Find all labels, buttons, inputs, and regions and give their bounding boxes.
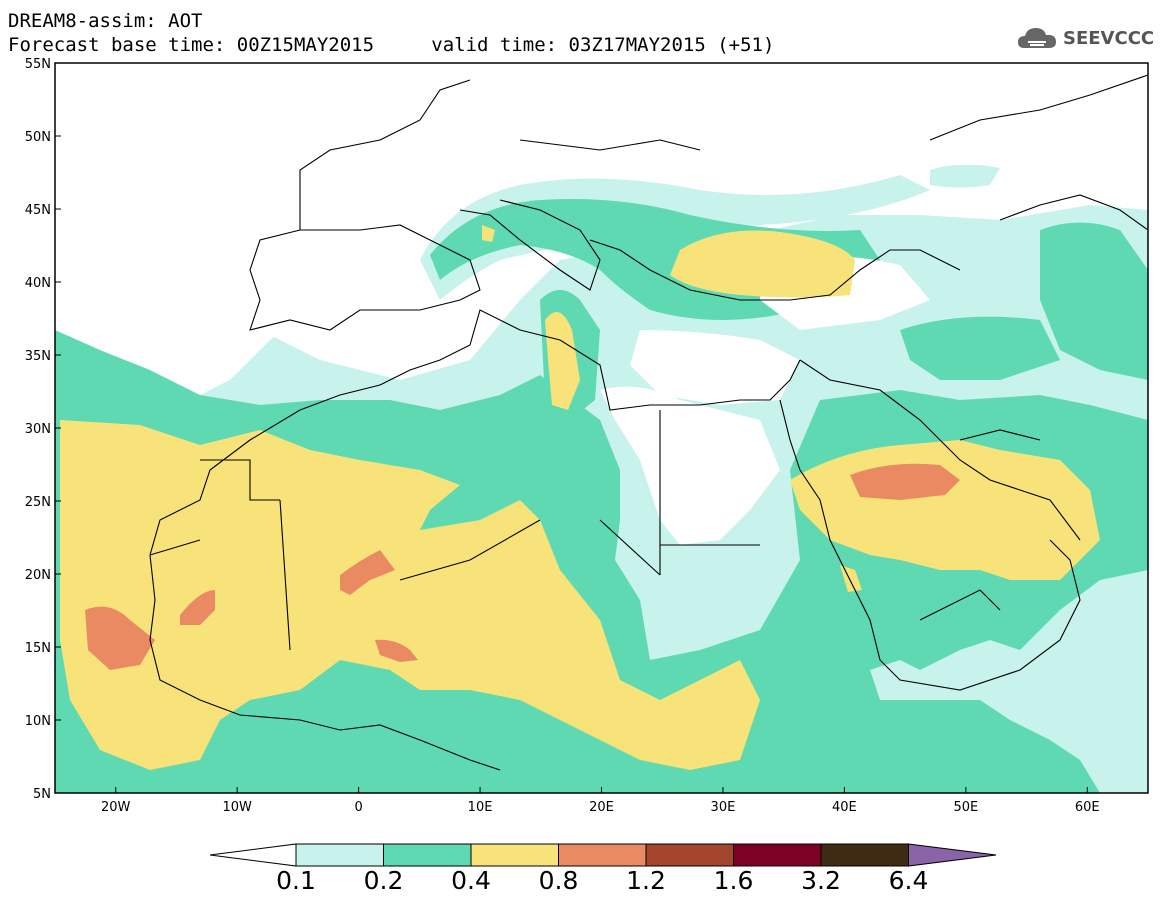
colorbar-label: 0.4 [451, 866, 491, 895]
seevccc-logo: SEEVCCC [1016, 24, 1156, 54]
lon-label: 10E [468, 800, 493, 815]
longitude-axis: 20W 10W 0 10E 20E 30E 40E 50E 60E [101, 787, 1100, 815]
lon-label: 60E [1075, 800, 1100, 815]
colorbar-high-arrow [908, 843, 997, 867]
colorbar-label: 1.6 [713, 866, 754, 895]
lat-label: 45N [25, 203, 51, 218]
colorbar-swatch [383, 843, 472, 867]
lat-label: 55N [25, 57, 51, 72]
forecast-times: Forecast base time: 00Z15MAY2015 valid t… [8, 34, 774, 56]
colorbar-label: 0.8 [538, 866, 579, 895]
latitude-axis: 5N 10N 15N 20N 25N 30N 35N 40N 45N 50N 55N [25, 57, 61, 802]
logo-text: SEEVCCC [1063, 28, 1155, 49]
colorbar-label: 0.2 [363, 866, 404, 895]
lat-label: 10N [25, 714, 51, 729]
base-time: Forecast base time: 00Z15MAY2015 [8, 34, 375, 56]
lat-label: 5N [33, 787, 51, 802]
colorbar-label: 6.4 [888, 866, 929, 895]
colorbar-swatch [470, 843, 559, 867]
lon-label: 40E [832, 800, 857, 815]
lon-label: 20W [101, 800, 131, 815]
colorbar-swatch [558, 843, 647, 867]
lat-label: 35N [25, 349, 51, 364]
colorbar-swatch [295, 843, 384, 867]
colorbar-low-arrow [209, 843, 297, 867]
lat-label: 30N [25, 422, 51, 437]
colorbar-swatch [733, 843, 822, 867]
lon-label: 0 [354, 800, 362, 815]
aot-clear-areas [55, 63, 1148, 545]
coastlines-borders [149, 74, 1148, 771]
colorbar-swatch [645, 843, 734, 867]
valid-time: valid time: 03Z17MAY2015 (+51) [431, 34, 775, 56]
colorbar-swatch [820, 843, 909, 867]
colorbar-label: 0.1 [276, 866, 316, 895]
cloud-icon [1018, 28, 1056, 48]
colorbar-label: 1.2 [626, 866, 666, 895]
colorbar-label: 3.2 [801, 866, 841, 895]
lat-label: 15N [25, 641, 51, 656]
lon-label: 30E [711, 800, 736, 815]
lat-label: 20N [25, 568, 51, 583]
lat-label: 40N [25, 276, 51, 291]
lon-label: 10W [222, 800, 252, 815]
lat-label: 50N [25, 130, 51, 145]
lat-label: 25N [25, 495, 51, 510]
lon-label: 20E [589, 800, 614, 815]
lon-label: 50E [953, 800, 978, 815]
colorbar [209, 843, 997, 867]
aot-band-0.8 [85, 463, 960, 670]
map-title: DREAM8-assim: AOT [8, 10, 203, 32]
